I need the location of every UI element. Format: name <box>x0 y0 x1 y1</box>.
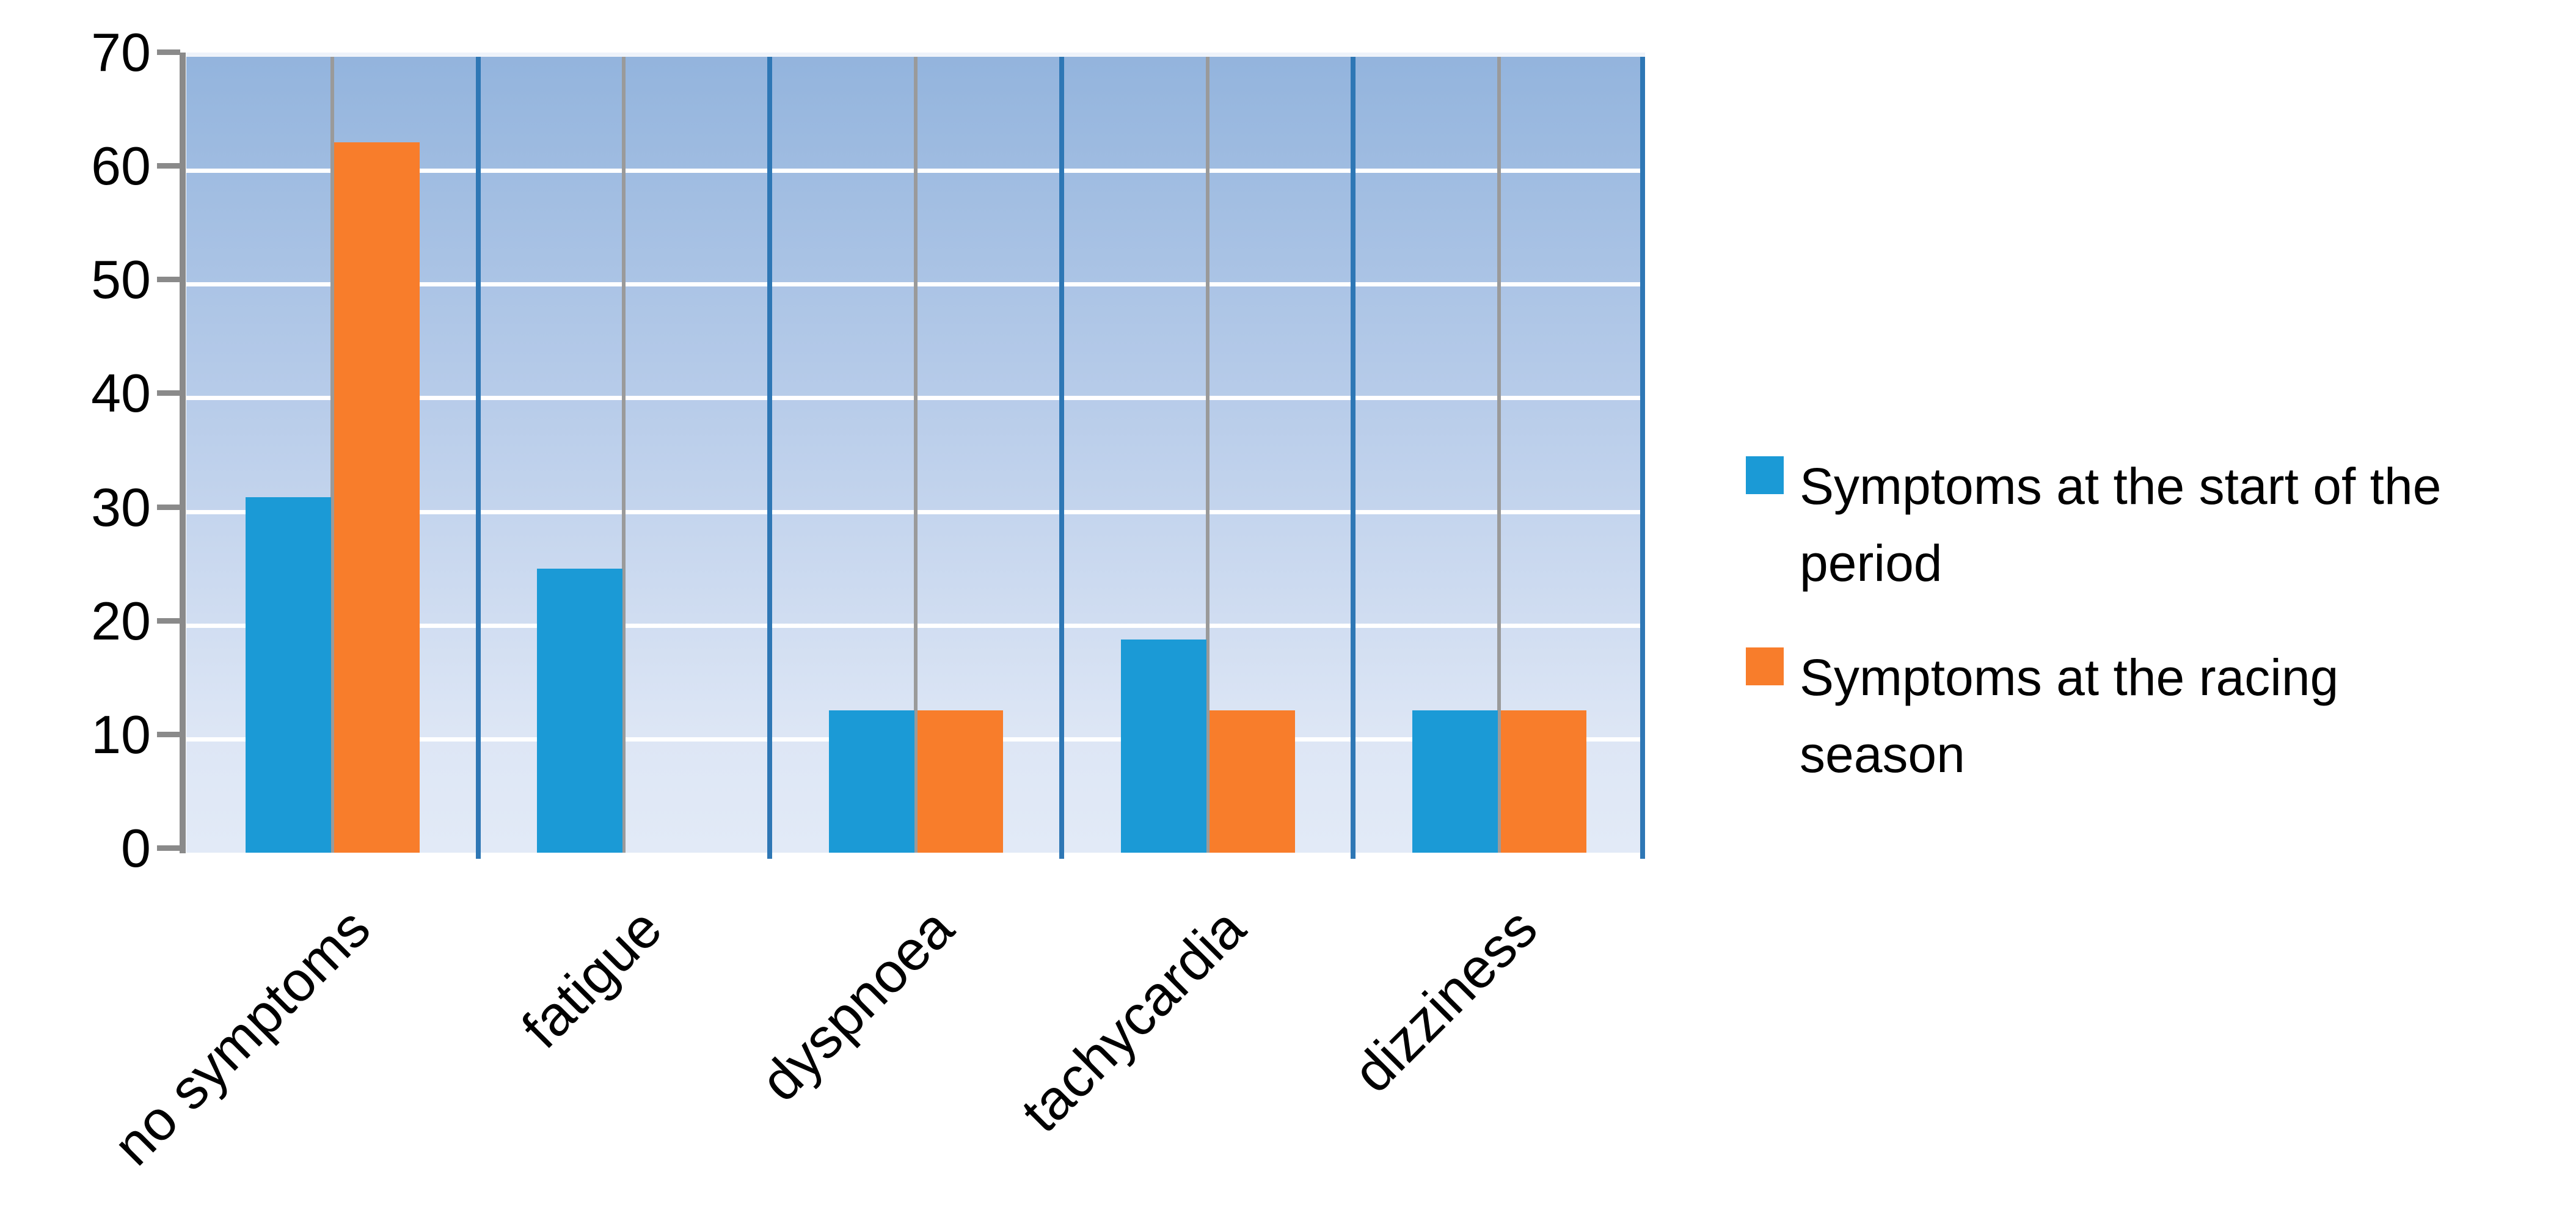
legend-label-line: Symptoms at the start of the <box>1800 457 2442 515</box>
legend-label: Symptoms at the start of the period <box>1800 448 2441 602</box>
y-axis-tick-label: 30 <box>91 476 151 538</box>
legend-label-line: Symptoms at the racing <box>1800 649 2339 706</box>
y-axis-tick-label: 0 <box>121 818 151 878</box>
legend-entry: Symptoms at the start of the period <box>1746 448 2441 602</box>
y-axis-tick <box>157 618 180 624</box>
y-axis-tick-label: 70 <box>91 22 151 82</box>
legend-label-line: season <box>1800 726 1965 783</box>
category-boundary-line <box>1351 57 1356 859</box>
bar-series2-no-symptoms <box>334 142 420 853</box>
y-axis-tick <box>157 49 180 55</box>
category-label: dyspnoea <box>749 897 966 1113</box>
bar-series1-tachycardia <box>1120 639 1206 853</box>
legend-swatch <box>1746 647 1784 685</box>
category-boundary-line <box>767 57 773 859</box>
category-mid-gridline <box>330 57 334 853</box>
y-axis-tick <box>157 504 180 510</box>
y-axis-line <box>180 53 186 853</box>
y-axis-tick-label: 50 <box>91 249 151 310</box>
category-boundary-line <box>1640 57 1645 859</box>
y-axis-tick <box>157 277 180 283</box>
category-boundary-line <box>475 57 481 859</box>
category-mid-gridline <box>1497 57 1501 853</box>
legend-entry: Symptoms at the racing season <box>1746 639 2338 793</box>
bar-series1-dizziness <box>1412 710 1498 853</box>
bar-series1-no-symptoms <box>245 497 331 853</box>
plot-area <box>186 53 1645 859</box>
y-axis-tick <box>157 163 180 169</box>
bar-series2-dizziness <box>1501 710 1587 853</box>
y-axis-tick-label: 60 <box>91 136 151 197</box>
legend-swatch <box>1746 456 1784 494</box>
bar-series2-dyspnoea <box>918 710 1003 853</box>
category-label: dizziness <box>1341 897 1549 1104</box>
y-axis-tick-label: 10 <box>91 704 151 765</box>
y-axis-tick-label: 40 <box>91 363 151 424</box>
category-label: tachycardia <box>1010 897 1258 1145</box>
category-mid-gridline <box>914 57 918 853</box>
legend-label: Symptoms at the racing season <box>1800 639 2338 793</box>
category-label: fatigue <box>510 897 674 1060</box>
legend: Symptoms at the start of the period Sympto… <box>1746 0 2576 1210</box>
category-label: no symptoms <box>101 897 382 1178</box>
bar-series1-dyspnoea <box>829 710 914 853</box>
category-boundary-line <box>1059 57 1064 859</box>
legend-label-line: period <box>1800 534 1943 592</box>
y-axis-tick <box>157 845 180 851</box>
y-axis-tick-label: 20 <box>91 590 151 651</box>
y-axis-tick <box>157 390 180 396</box>
category-mid-gridline <box>622 57 626 853</box>
bar-series1-fatigue <box>537 568 623 853</box>
bar-series2-tachycardia <box>1209 710 1295 853</box>
category-mid-gridline <box>1205 57 1210 853</box>
y-axis-tick <box>157 731 180 737</box>
